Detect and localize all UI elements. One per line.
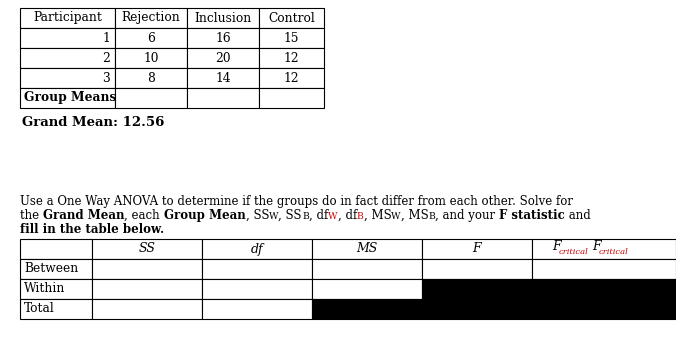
Bar: [312, 299, 422, 319]
Bar: [187, 68, 259, 88]
Bar: [20, 28, 115, 48]
Bar: [187, 28, 259, 48]
Text: 12: 12: [284, 72, 299, 85]
Text: B: B: [357, 212, 364, 221]
Bar: [259, 28, 324, 48]
Text: , MS: , MS: [364, 209, 391, 222]
Text: 2: 2: [102, 51, 110, 64]
Bar: [20, 259, 92, 279]
Text: W: W: [328, 212, 337, 221]
Bar: [187, 48, 259, 68]
Bar: [532, 299, 676, 319]
Bar: [115, 48, 187, 68]
Text: 6: 6: [147, 31, 155, 45]
Bar: [92, 259, 202, 279]
Text: F: F: [592, 239, 600, 252]
Text: Rejection: Rejection: [122, 12, 180, 24]
Text: Control: Control: [268, 12, 315, 24]
Text: , df: , df: [337, 209, 357, 222]
Bar: [187, 8, 259, 28]
Text: critical: critical: [599, 248, 629, 256]
Text: , MS: , MS: [401, 209, 429, 222]
Text: the: the: [20, 209, 43, 222]
Bar: [20, 299, 92, 319]
Text: MS: MS: [356, 243, 378, 256]
Text: 10: 10: [143, 51, 159, 64]
Bar: [422, 259, 532, 279]
Text: Group Mean: Group Mean: [164, 209, 245, 222]
Text: SS: SS: [139, 243, 155, 256]
Text: df: df: [251, 243, 264, 256]
Bar: [202, 239, 312, 259]
Bar: [202, 259, 312, 279]
Text: 3: 3: [102, 72, 110, 85]
Text: , df: , df: [309, 209, 328, 222]
Bar: [115, 68, 187, 88]
Text: , each: , each: [124, 209, 164, 222]
Bar: [92, 279, 202, 299]
Text: Within: Within: [24, 283, 66, 296]
Text: Group Means: Group Means: [24, 91, 116, 104]
Bar: [20, 8, 115, 28]
Text: 8: 8: [147, 72, 155, 85]
Text: Total: Total: [24, 302, 55, 315]
Bar: [202, 279, 312, 299]
Bar: [20, 239, 92, 259]
Text: F: F: [552, 239, 560, 252]
Bar: [312, 259, 422, 279]
Text: 15: 15: [284, 31, 299, 45]
Bar: [422, 239, 532, 259]
Bar: [259, 48, 324, 68]
Text: , SS: , SS: [245, 209, 269, 222]
Text: , and your: , and your: [435, 209, 499, 222]
Bar: [422, 299, 532, 319]
Bar: [20, 48, 115, 68]
Text: critical: critical: [559, 248, 589, 256]
Text: fill in the table below.: fill in the table below.: [20, 223, 164, 236]
Bar: [532, 239, 676, 259]
Bar: [259, 8, 324, 28]
Text: F: F: [473, 243, 481, 256]
Text: Grand Mean: 12.56: Grand Mean: 12.56: [22, 116, 164, 129]
Bar: [92, 239, 202, 259]
Bar: [115, 8, 187, 28]
Bar: [20, 88, 115, 108]
Text: Inclusion: Inclusion: [195, 12, 251, 24]
Text: 1: 1: [102, 31, 110, 45]
Text: Between: Between: [24, 262, 78, 275]
Text: 12: 12: [284, 51, 299, 64]
Text: Grand Mean: Grand Mean: [43, 209, 124, 222]
Bar: [20, 68, 115, 88]
Text: B: B: [429, 212, 435, 221]
Text: Participant: Participant: [33, 12, 102, 24]
Text: and: and: [565, 209, 591, 222]
Bar: [312, 239, 422, 259]
Bar: [92, 299, 202, 319]
Text: 16: 16: [215, 31, 231, 45]
Text: F statistic: F statistic: [499, 209, 565, 222]
Bar: [202, 299, 312, 319]
Bar: [187, 88, 259, 108]
Text: W: W: [391, 212, 401, 221]
Text: W: W: [269, 212, 279, 221]
Text: 14: 14: [215, 72, 231, 85]
Bar: [20, 279, 92, 299]
Bar: [259, 68, 324, 88]
Bar: [422, 279, 532, 299]
Bar: [115, 88, 187, 108]
Bar: [115, 28, 187, 48]
Text: Use a One Way ANOVA to determine if the groups do in fact differ from each other: Use a One Way ANOVA to determine if the …: [20, 195, 573, 208]
Text: , SS: , SS: [279, 209, 302, 222]
Bar: [259, 88, 324, 108]
Bar: [532, 279, 676, 299]
Text: B: B: [302, 212, 309, 221]
Text: 20: 20: [215, 51, 231, 64]
Bar: [312, 279, 422, 299]
Bar: [532, 259, 676, 279]
